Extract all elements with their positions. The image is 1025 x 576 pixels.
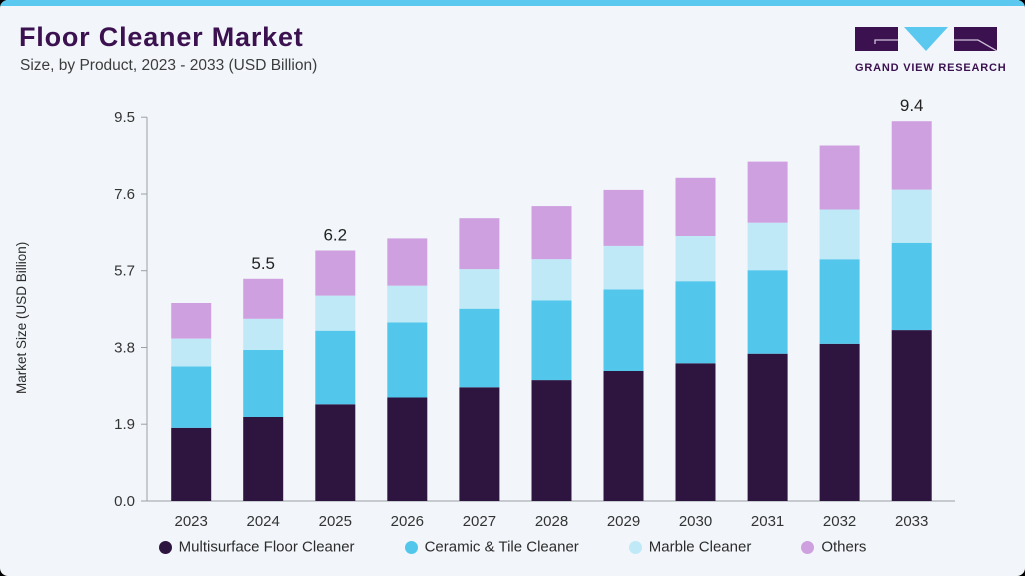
svg-text:2024: 2024: [247, 513, 280, 530]
svg-text:2025: 2025: [319, 513, 352, 530]
svg-text:2030: 2030: [679, 513, 712, 530]
svg-text:9.4: 9.4: [900, 96, 924, 115]
svg-text:1.9: 1.9: [114, 416, 135, 433]
svg-text:6.2: 6.2: [323, 226, 347, 245]
svg-text:2029: 2029: [607, 513, 640, 530]
svg-text:0.0: 0.0: [114, 493, 135, 510]
svg-text:5.7: 5.7: [114, 263, 135, 280]
svg-text:2027: 2027: [463, 513, 496, 530]
svg-text:5.5: 5.5: [251, 254, 275, 273]
svg-text:2028: 2028: [535, 513, 568, 530]
svg-text:2031: 2031: [751, 513, 784, 530]
svg-text:2032: 2032: [823, 513, 856, 530]
svg-text:2026: 2026: [391, 513, 424, 530]
svg-text:9.5: 9.5: [114, 109, 135, 126]
svg-text:2033: 2033: [895, 513, 928, 530]
svg-text:3.8: 3.8: [114, 340, 135, 357]
svg-text:7.6: 7.6: [114, 186, 135, 203]
svg-text:2023: 2023: [175, 513, 208, 530]
